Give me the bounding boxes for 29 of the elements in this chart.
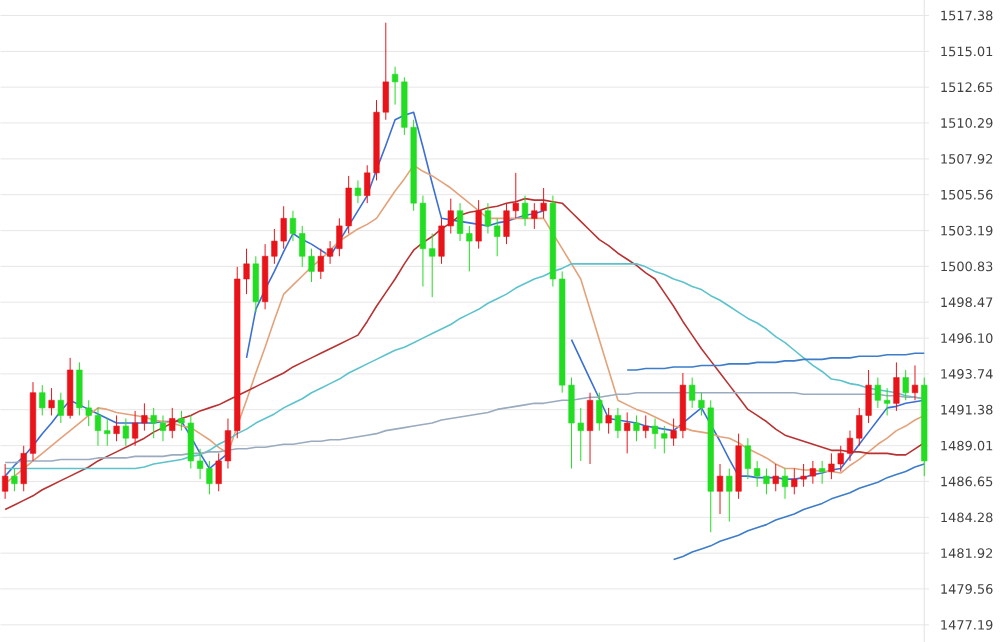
- candlestick: [772, 463, 779, 492]
- candlestick: [642, 414, 649, 439]
- candlestick: [624, 411, 631, 454]
- candlestick: [735, 432, 742, 499]
- candlestick: [633, 414, 640, 442]
- candlestick: [605, 406, 612, 434]
- candlestick: [48, 387, 55, 416]
- candlestick: [122, 417, 129, 446]
- candlestick: [819, 460, 826, 484]
- candlestick: [521, 194, 529, 226]
- candlestick: [893, 361, 900, 411]
- candlestick: [2, 463, 9, 499]
- candlestick: [596, 391, 603, 431]
- candlestick: [354, 179, 362, 204]
- candlestick: [781, 467, 789, 499]
- candlestick: [57, 391, 64, 424]
- candlestick: [11, 467, 18, 492]
- candlestick: [67, 356, 74, 419]
- candlestick: [39, 384, 46, 416]
- candlestick: [169, 406, 176, 439]
- candlestick: [902, 369, 909, 401]
- candlestick: [716, 463, 724, 515]
- candlestick: [614, 406, 621, 439]
- candlestick: [113, 414, 120, 442]
- candlestick: [911, 364, 919, 401]
- candlestick: [726, 467, 733, 522]
- candlestick: [252, 255, 259, 313]
- candlestick: [586, 391, 594, 465]
- candlestick: [475, 199, 482, 249]
